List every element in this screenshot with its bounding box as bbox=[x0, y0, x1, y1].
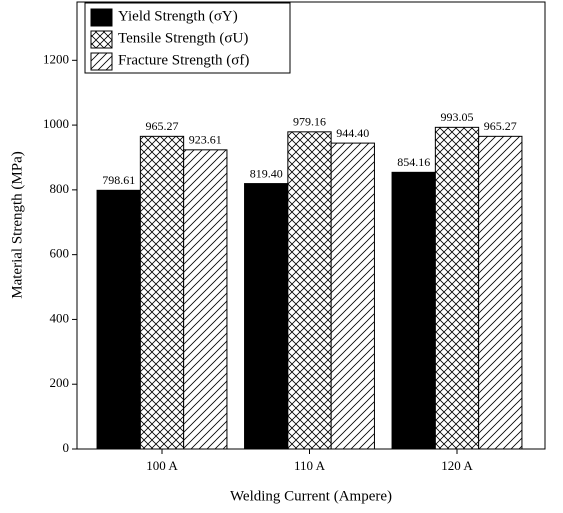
y-tick-label: 600 bbox=[50, 246, 70, 261]
y-axis-label: Material Strength (MPa) bbox=[9, 151, 25, 298]
bar bbox=[434, 126, 480, 450]
x-tick-label: 100 A bbox=[146, 458, 178, 473]
y-tick-label: 800 bbox=[50, 181, 70, 196]
bar bbox=[478, 135, 523, 450]
bar bbox=[139, 135, 185, 450]
bar bbox=[96, 189, 141, 450]
legend-label: Tensile Strength (σU) bbox=[118, 30, 248, 46]
bar bbox=[183, 149, 228, 450]
value-label: 944.40 bbox=[336, 126, 369, 140]
bar bbox=[244, 183, 289, 450]
value-label: 965.27 bbox=[484, 119, 517, 133]
value-label: 854.16 bbox=[397, 155, 430, 169]
value-label: 979.16 bbox=[293, 115, 326, 129]
legend-swatch bbox=[90, 52, 113, 71]
y-tick-label: 1000 bbox=[43, 116, 69, 131]
bar bbox=[287, 131, 332, 450]
x-tick-label: 110 A bbox=[294, 458, 326, 473]
y-tick-label: 0 bbox=[63, 440, 70, 455]
value-label: 923.61 bbox=[189, 133, 222, 147]
x-axis-label: Welding Current (Ampere) bbox=[230, 488, 392, 504]
legend-swatch bbox=[90, 30, 113, 49]
y-tick-label: 1200 bbox=[43, 51, 69, 66]
x-tick-label: 120 A bbox=[441, 458, 473, 473]
value-label: 993.05 bbox=[441, 110, 474, 124]
y-tick-label: 400 bbox=[50, 310, 70, 325]
bar bbox=[391, 171, 436, 450]
legend-box bbox=[84, 2, 291, 74]
legend-label: Yield Strength (σY) bbox=[118, 8, 238, 24]
value-label: 965.27 bbox=[146, 119, 179, 133]
legend-label: Fracture Strength (σf) bbox=[118, 52, 249, 68]
value-label: 819.40 bbox=[250, 166, 283, 180]
bar bbox=[330, 142, 375, 450]
y-tick-label: 200 bbox=[50, 375, 70, 390]
legend-swatch bbox=[90, 8, 113, 27]
value-label: 798.61 bbox=[102, 173, 135, 187]
